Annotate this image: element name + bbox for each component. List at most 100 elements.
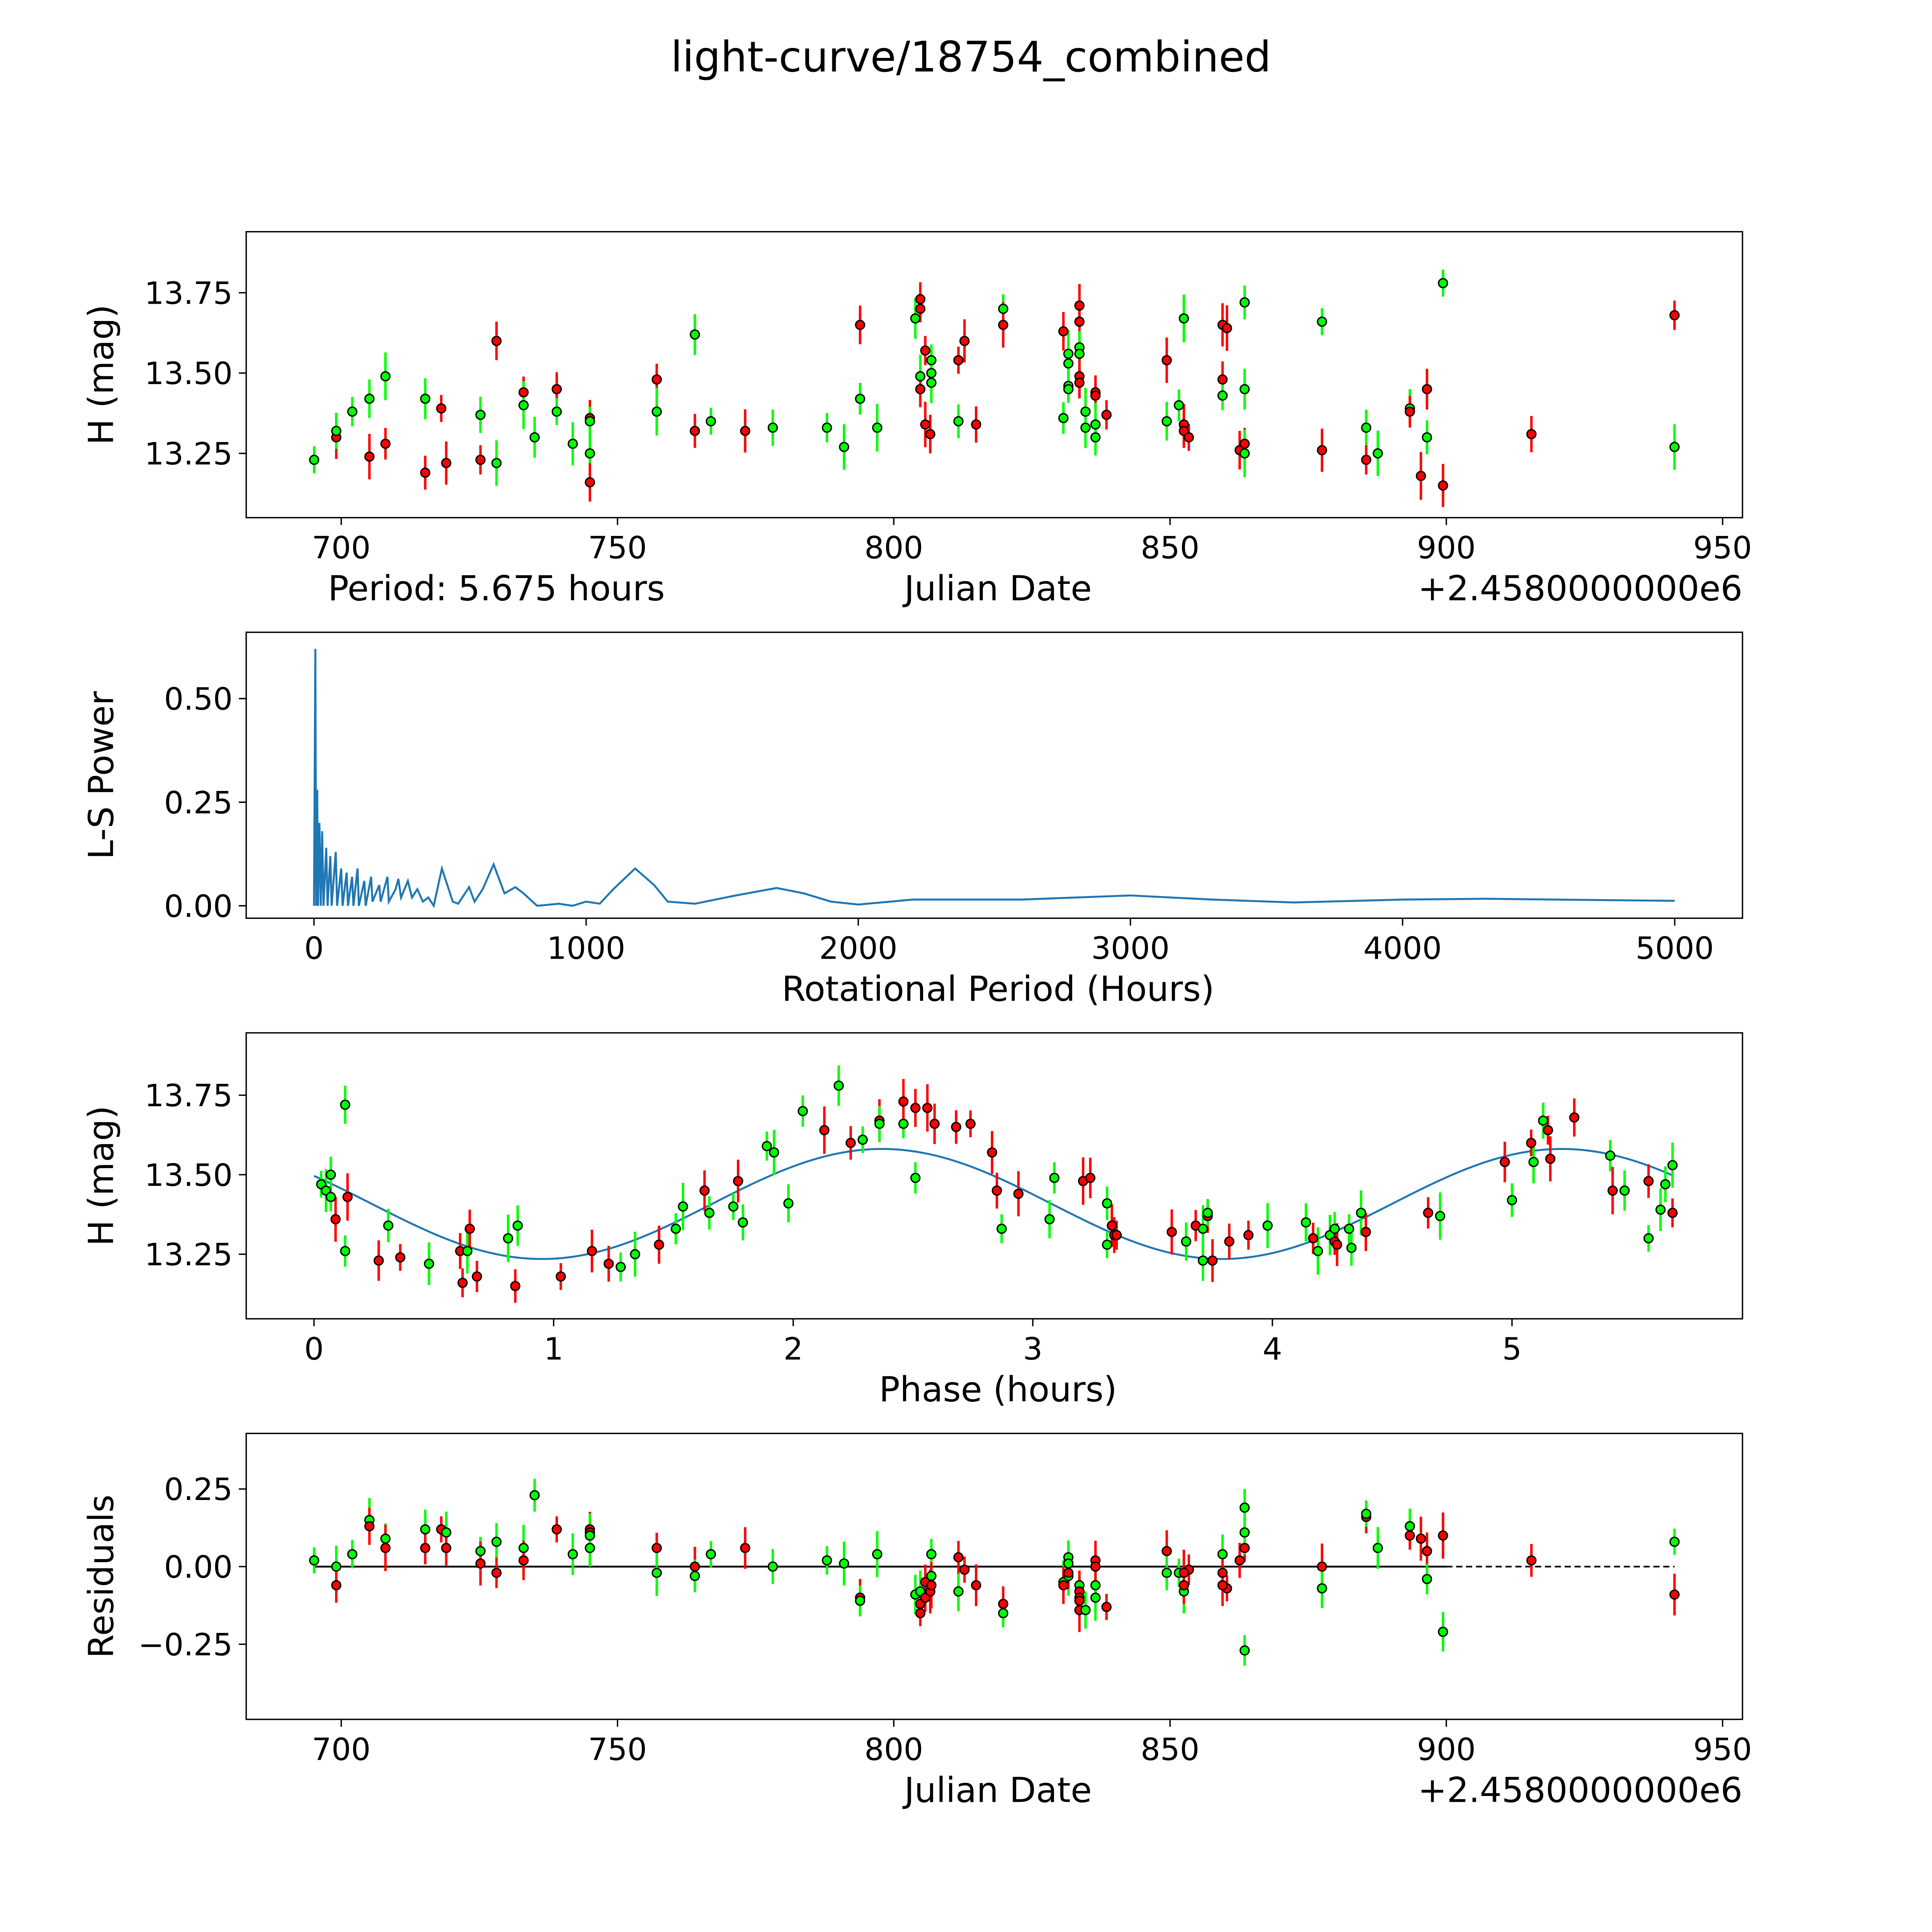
data-point-green [1361, 422, 1371, 433]
data-point-green [529, 1490, 540, 1500]
data-point-green [910, 1173, 921, 1183]
data-point-green [347, 406, 357, 417]
data-point-green [1090, 1592, 1101, 1603]
data-point-green [1049, 1173, 1060, 1183]
y-tick-label: 13.75 [145, 275, 233, 311]
data-point-red [915, 303, 925, 314]
data-point-green [1528, 1156, 1539, 1167]
data-point-green [325, 1169, 336, 1180]
data-point-red [420, 468, 430, 478]
data-point-green [998, 1608, 1009, 1619]
data-point-green [1102, 1198, 1112, 1209]
data-point-red [441, 1543, 452, 1553]
data-point-red [915, 294, 925, 304]
data-point-red [373, 1255, 384, 1266]
x-offset-label: +2.4580000000e6 [1418, 1770, 1743, 1810]
data-point-green [1197, 1223, 1208, 1234]
data-point-red [690, 425, 700, 436]
data-point-green [441, 1527, 452, 1538]
data-point-green [1667, 1160, 1678, 1170]
data-point-green [380, 371, 391, 382]
data-point-red [819, 1125, 830, 1136]
data-point-green [1181, 1236, 1191, 1247]
data-point-red [464, 1223, 475, 1234]
data-point-red [342, 1192, 353, 1202]
data-point-green [767, 422, 778, 433]
data-point-red [1361, 454, 1371, 465]
data-point-green [1619, 1185, 1630, 1196]
y-axis-label: H (mag) [82, 304, 122, 445]
data-point-red [1569, 1112, 1580, 1123]
data-point-green [728, 1201, 739, 1212]
data-point-green [1239, 1502, 1250, 1513]
y-axis-label: Residuals [82, 1495, 122, 1658]
data-point-green [568, 1549, 578, 1560]
data-point-red [740, 425, 750, 436]
data-point-red [1423, 1208, 1434, 1218]
data-point-green [1239, 1645, 1250, 1656]
data-point-red [1438, 480, 1448, 491]
x-tick-label: 850 [1141, 1731, 1199, 1767]
y-tick-label: 0.25 [164, 785, 233, 821]
data-point-red [690, 1561, 700, 1572]
data-point-green [857, 1134, 868, 1145]
periodogram-plot-area [313, 649, 1675, 908]
data-point-green [585, 1543, 595, 1553]
data-point-red [925, 429, 935, 439]
data-point-green [1080, 406, 1091, 417]
data-point-green [874, 1119, 885, 1129]
data-point-red [1085, 1173, 1095, 1183]
data-point-green [855, 393, 866, 404]
data-point-red [1526, 1555, 1537, 1566]
x-tick-label: 4000 [1363, 930, 1442, 966]
data-point-green [898, 1119, 909, 1129]
data-point-red [475, 454, 486, 465]
data-point-green [1179, 313, 1189, 324]
data-point-green [518, 1543, 529, 1553]
axes-frame [245, 1432, 1743, 1720]
data-point-green [491, 1536, 502, 1547]
data-point-red [1074, 1595, 1085, 1606]
residuals-plot-area [309, 1479, 1680, 1666]
data-point-green [503, 1233, 514, 1244]
lightcurve-panel: 700 750 800 850 900 950 13.25 13.50 13.75 Julian … [82, 231, 1752, 609]
data-point-green [1405, 1521, 1415, 1532]
data-point-green [1438, 278, 1448, 288]
data-point-red [915, 1608, 925, 1619]
data-point-green [1202, 1208, 1213, 1218]
x-tick-label: 900 [1417, 1731, 1476, 1767]
data-point-green [1361, 1509, 1371, 1519]
data-point-green [678, 1201, 688, 1212]
data-point-red [1224, 1236, 1235, 1247]
data-point-green [690, 1571, 700, 1581]
data-point-green [926, 378, 937, 388]
data-point-green [1438, 1626, 1448, 1637]
data-point-green [670, 1223, 681, 1234]
data-point-red [1179, 1568, 1189, 1578]
data-point-green [1102, 1239, 1112, 1250]
data-point-red [1101, 410, 1112, 420]
data-point-red [1545, 1153, 1556, 1164]
data-point-red [1243, 1230, 1254, 1240]
data-point-red [971, 419, 981, 430]
data-point-red [1217, 374, 1228, 385]
data-point-red [457, 1277, 468, 1288]
data-point-red [510, 1281, 520, 1291]
data-point-red [1405, 406, 1415, 417]
data-point-green [568, 439, 578, 449]
data-point-green [704, 1208, 715, 1218]
data-point-green [512, 1220, 523, 1231]
periodogram-line [313, 649, 1675, 908]
data-point-red [1239, 1543, 1250, 1553]
data-point-red [472, 1271, 482, 1282]
data-point-red [1643, 1176, 1654, 1186]
period-annotation: Period: 5.675 hours [328, 568, 665, 609]
data-point-green [926, 355, 937, 366]
data-point-red [1090, 1561, 1101, 1572]
data-point-red [1167, 1227, 1177, 1237]
data-point-red [855, 320, 866, 330]
data-point-red [1074, 316, 1085, 327]
data-point-green [783, 1198, 794, 1209]
data-point-green [1605, 1150, 1616, 1161]
data-point-green [1301, 1217, 1311, 1228]
